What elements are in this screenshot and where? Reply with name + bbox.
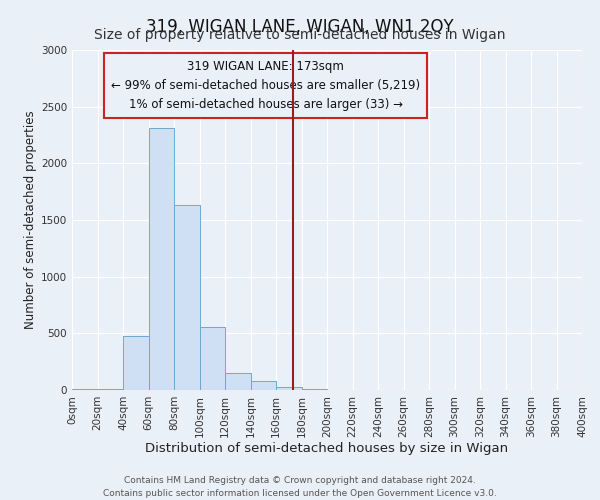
Bar <box>225 373 251 390</box>
Bar <box>149 128 174 390</box>
Text: 319 WIGAN LANE: 173sqm
← 99% of semi-detached houses are smaller (5,219)
1% of s: 319 WIGAN LANE: 173sqm ← 99% of semi-det… <box>111 60 421 111</box>
X-axis label: Distribution of semi-detached houses by size in Wigan: Distribution of semi-detached houses by … <box>145 442 509 456</box>
Bar <box>199 326 225 390</box>
Y-axis label: Number of semi-detached properties: Number of semi-detached properties <box>24 110 37 330</box>
Text: 319, WIGAN LANE, WIGAN, WN1 2QY: 319, WIGAN LANE, WIGAN, WN1 2QY <box>146 18 454 36</box>
Bar <box>97 389 123 390</box>
Bar <box>174 206 199 390</box>
Bar <box>251 381 276 390</box>
Text: Contains HM Land Registry data © Crown copyright and database right 2024.
Contai: Contains HM Land Registry data © Crown c… <box>103 476 497 498</box>
Bar <box>276 387 302 390</box>
Bar <box>123 336 149 390</box>
Text: Size of property relative to semi-detached houses in Wigan: Size of property relative to semi-detach… <box>94 28 506 42</box>
